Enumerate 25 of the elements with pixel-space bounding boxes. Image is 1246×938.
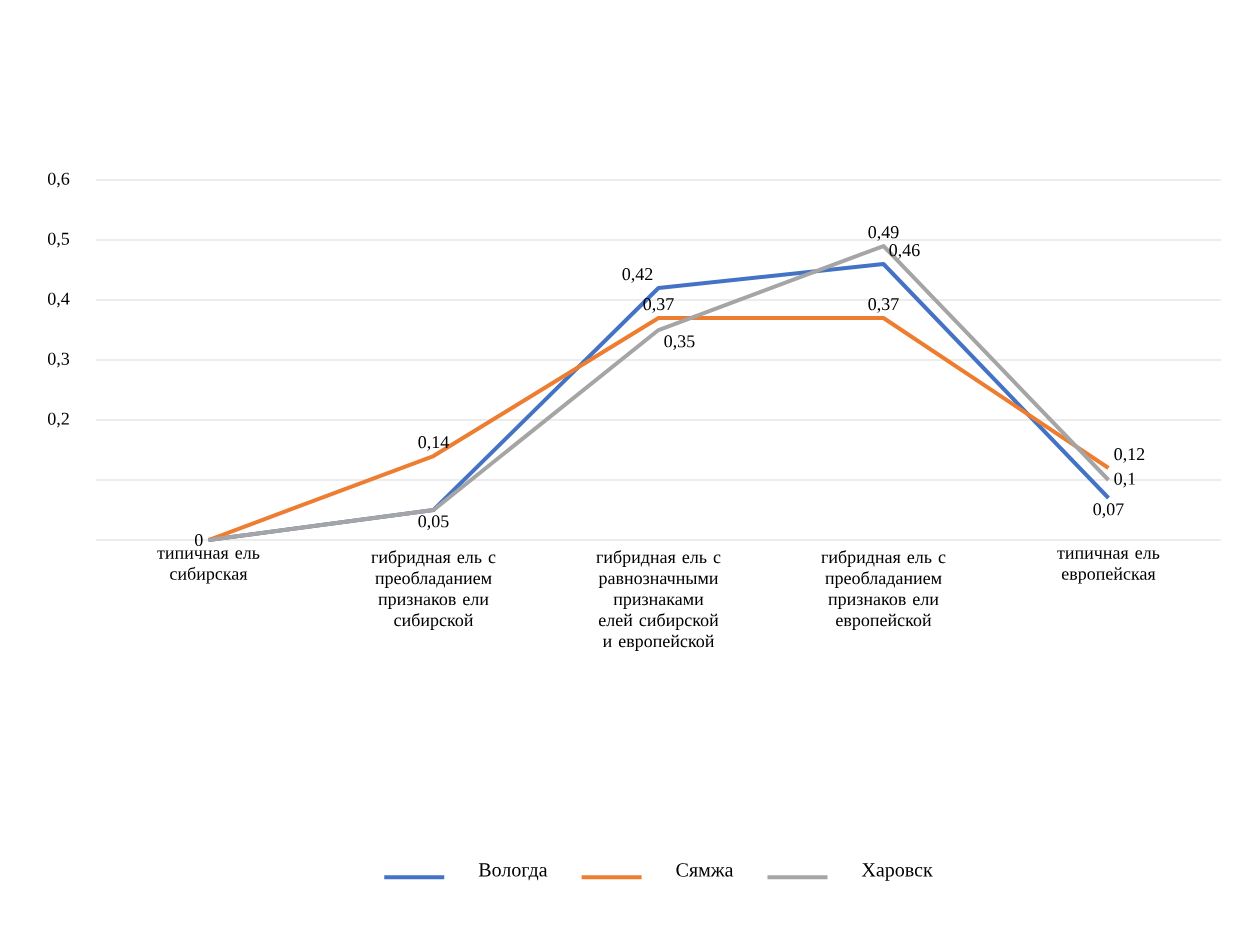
x-tick-label: гибридная ель с равнозначными признаками елей сибирской и европейской <box>596 550 721 651</box>
y-tick-label: 0,4 <box>47 292 70 308</box>
data-label: 0,46 <box>889 244 920 259</box>
data-label: 0,49 <box>868 226 899 241</box>
legend-label: Вологда <box>478 863 548 881</box>
data-label: 0,05 <box>418 515 449 530</box>
data-label: 0,37 <box>868 298 899 313</box>
data-label: 0,12 <box>1114 448 1145 463</box>
y-tick-label: 0,6 <box>47 172 70 188</box>
x-tick-label: типичная ель европейская <box>1057 550 1160 584</box>
x-tick-label: гибридная ель с преобладанием признаков ели европейской <box>821 550 946 630</box>
x-tick-label: гибридная ель с преобладанием признаков ели сибирской <box>371 550 496 630</box>
y-tick-label: 0,2 <box>47 412 69 428</box>
data-label: 0,37 <box>643 298 674 313</box>
data-label: 0,07 <box>1093 503 1124 518</box>
data-label: 0,35 <box>664 335 695 350</box>
legend-label: Харовск <box>861 863 933 881</box>
data-label: 0,14 <box>418 436 449 451</box>
legend-label: Сямжа <box>676 863 734 877</box>
data-label: 0,42 <box>622 268 653 283</box>
x-tick-label: типичная ель сибирская <box>157 550 260 584</box>
data-label: 0,1 <box>1114 472 1136 488</box>
data-label: 0 <box>194 533 203 547</box>
y-tick-label: 0,3 <box>47 352 70 368</box>
y-tick-label: 0,5 <box>47 232 70 248</box>
